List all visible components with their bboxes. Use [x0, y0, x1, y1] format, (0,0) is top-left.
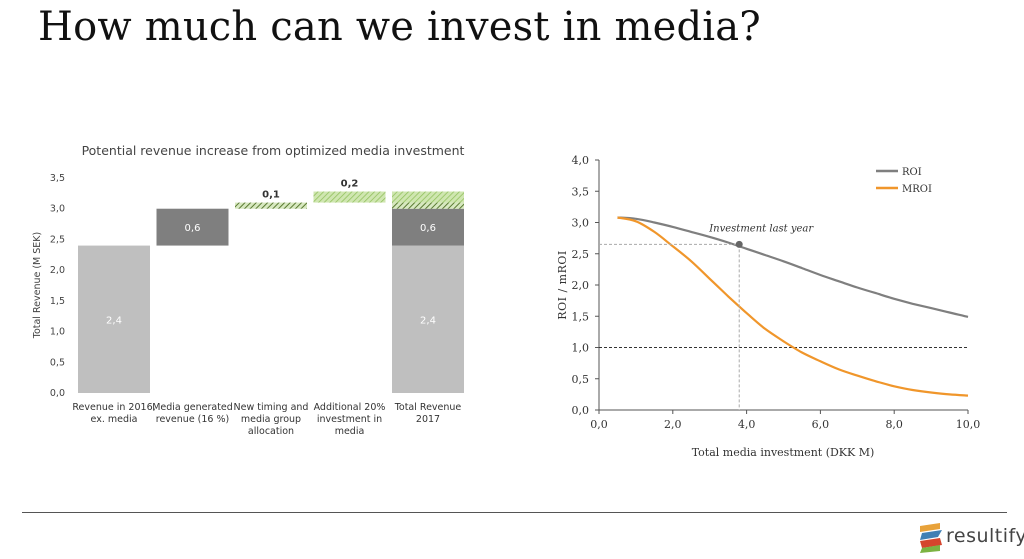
- annotation-point: [735, 240, 743, 248]
- line-x-tick-label: 2,0: [664, 418, 682, 431]
- waterfall-category-label: Media generated: [152, 402, 233, 413]
- waterfall-category-label: allocation: [248, 426, 294, 437]
- line-y-tick-label: 3,5: [572, 185, 590, 198]
- waterfall-y-tick-label: 0,0: [50, 388, 65, 399]
- logo-stripe: [920, 523, 940, 532]
- brand-name: resultify: [946, 525, 1024, 547]
- charts-canvas: Potential revenue increase from optimize…: [32, 143, 980, 459]
- waterfall-bar-segment: [156, 208, 229, 246]
- waterfall-y-tick-label: 3,5: [50, 173, 65, 184]
- waterfall-category-label: media: [335, 426, 365, 437]
- waterfall-bar-segment: [235, 202, 307, 209]
- brand-logo: resultify: [918, 522, 1024, 554]
- waterfall-y-tick-label: 1,0: [50, 327, 65, 338]
- waterfall-y-ticks: 0,0 0,5 1,0 1,5 2,0 2,5 3,0 3,5: [50, 173, 65, 399]
- line-y-tick-label: 4,0: [572, 154, 590, 167]
- line-y-tick-label: 0,0: [572, 404, 590, 417]
- line-x-tick-label: 8,0: [885, 418, 903, 431]
- waterfall-category-label: revenue (16 %): [156, 414, 229, 425]
- line-y-tick-label: 2,0: [572, 279, 590, 292]
- line-x-axis-label: Total media investment (DKK M): [692, 446, 875, 459]
- waterfall-x-labels: Revenue in 2016,ex. media Media generated…: [72, 402, 461, 437]
- waterfall-category-label: Revenue in 2016,: [72, 402, 155, 413]
- waterfall-category-label: Total Revenue: [394, 402, 462, 413]
- waterfall-data-label: 0,1: [262, 190, 280, 201]
- waterfall-title: Potential revenue increase from optimize…: [82, 143, 465, 158]
- line-annotation: Investment last year: [599, 223, 814, 410]
- waterfall-category-label: investment in: [317, 414, 382, 425]
- waterfall-bar-segment: [313, 191, 386, 203]
- line-y-tick-label: 1,5: [572, 310, 590, 323]
- line-x-tick-label: 4,0: [738, 418, 756, 431]
- waterfall-category-label: New timing and: [234, 402, 309, 413]
- waterfall-bar-segment: [392, 191, 464, 203]
- waterfall-category-label: Additional 20%: [314, 402, 386, 413]
- waterfall-category-label: ex. media: [91, 414, 138, 425]
- annotation-label: Investment last year: [708, 223, 814, 234]
- legend-label: MROI: [902, 184, 932, 195]
- waterfall-bar-segment: [392, 202, 464, 209]
- legend-label: ROI: [902, 167, 922, 178]
- waterfall-y-tick-label: 1,5: [50, 296, 65, 307]
- logo-stripe: [920, 538, 942, 548]
- waterfall-data-label: 0,6: [420, 223, 436, 234]
- waterfall-bar-segment: [392, 245, 464, 393]
- logo-stripe: [920, 530, 942, 540]
- line-ticks: 0,0 0,5 1,0 1,5 2,0 2,5 3,0 3,5 4,0 0,0 2,0 4,0 6,0 8…: [572, 154, 981, 431]
- line-series: [617, 216, 969, 397]
- resultify-logo-icon: [920, 523, 942, 553]
- line-y-tick-label: 2,5: [572, 248, 590, 261]
- line-legend: ROI MROI: [876, 167, 932, 195]
- line-x-tick-label: 0,0: [590, 418, 608, 431]
- logo-stripe: [920, 545, 940, 553]
- waterfall-bars: 2,4 0,6 0,1 0,2 2,4 0,6: [78, 179, 464, 393]
- line-x-tick-label: 6,0: [812, 418, 830, 431]
- line-series-mroi: [617, 216, 969, 397]
- footer-divider: [22, 512, 1007, 513]
- line-y-tick-label: 3,0: [572, 217, 590, 230]
- waterfall-data-label: 2,4: [420, 315, 436, 326]
- waterfall-data-label: 0,2: [341, 179, 359, 190]
- waterfall-chart: Potential revenue increase from optimize…: [32, 143, 465, 437]
- page-title: How much can we invest in media?: [38, 4, 761, 50]
- line-x-tick-label: 10,0: [956, 418, 981, 431]
- line-axes: [598, 160, 968, 411]
- waterfall-category-label: 2017: [416, 414, 440, 425]
- waterfall-data-label: 0,6: [185, 223, 201, 234]
- waterfall-bar-segment: [392, 208, 464, 246]
- waterfall-data-label: 2,4: [106, 315, 122, 326]
- roi-line-chart: ROI / mROI Total media investment (DKK M…: [556, 154, 980, 459]
- waterfall-y-axis-label: Total Revenue (M SEK): [32, 232, 43, 340]
- line-y-tick-label: 1,0: [572, 342, 590, 355]
- line-y-tick-label: 0,5: [572, 373, 590, 386]
- waterfall-y-tick-label: 2,0: [50, 265, 65, 276]
- line-y-axis-label: ROI / mROI: [556, 250, 569, 319]
- waterfall-y-tick-label: 0,5: [50, 357, 65, 368]
- waterfall-bar-segment: [78, 245, 150, 393]
- waterfall-category-label: media group: [241, 414, 301, 425]
- waterfall-y-tick-label: 3,0: [50, 204, 65, 215]
- waterfall-y-tick-label: 2,5: [50, 234, 65, 245]
- line-series-roi: [617, 216, 969, 318]
